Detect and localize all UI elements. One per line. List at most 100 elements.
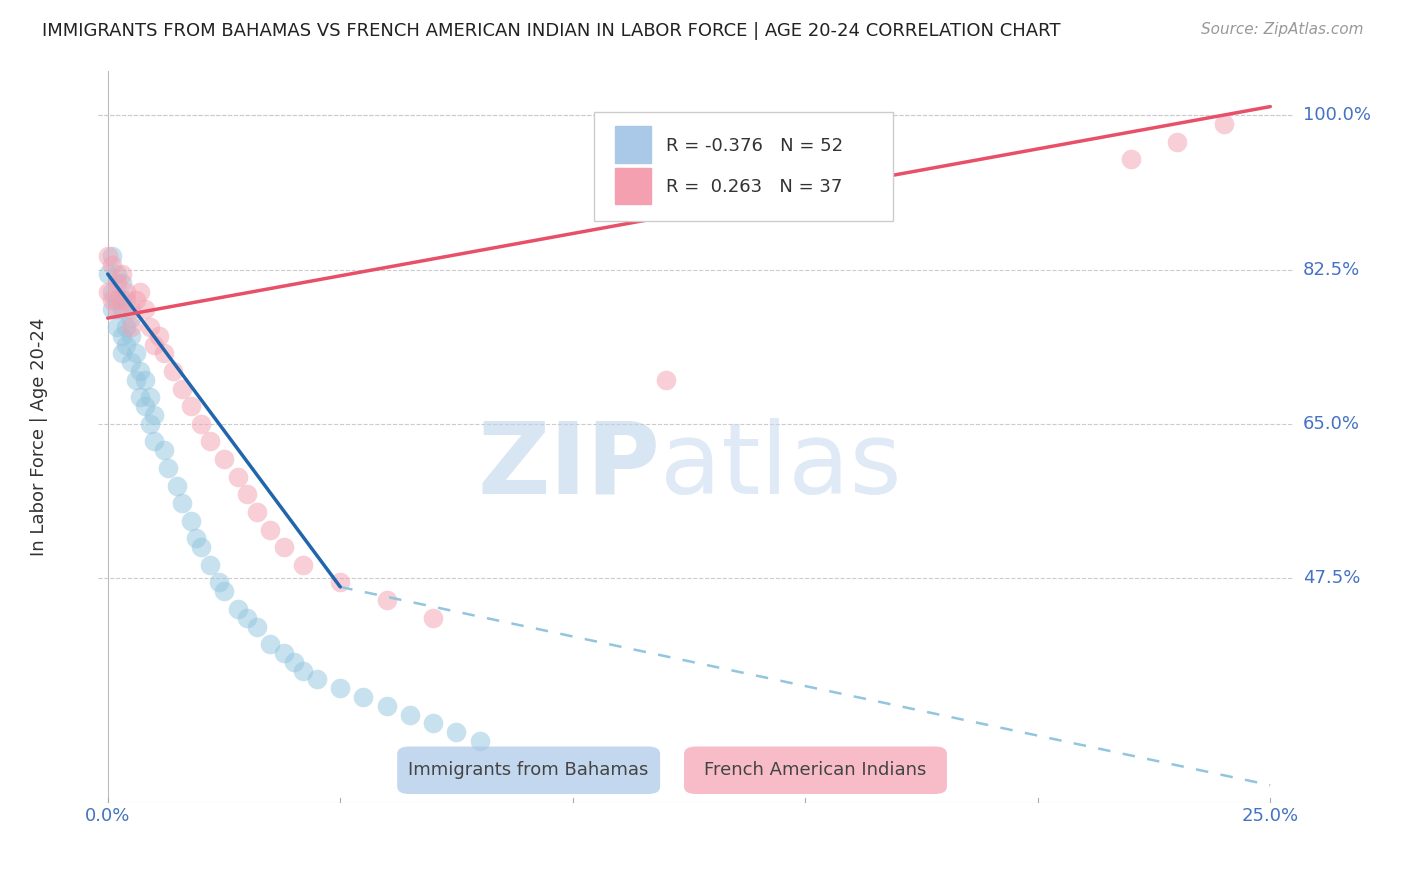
Point (1166, 135, 1188, 149)
Point (375, 593, 398, 607)
Point (115, 337, 138, 351)
Point (184, 532, 207, 546)
Text: IMMIGRANTS FROM BAHAMAS VS FRENCH AMERICAN INDIAN IN LABOR FORCE | AGE 20-24 COR: IMMIGRANTS FROM BAHAMAS VS FRENCH AMERIC… (42, 22, 1060, 40)
Text: Source: ZipAtlas.com: Source: ZipAtlas.com (1201, 22, 1364, 37)
Point (468, 734, 491, 748)
Point (120, 328, 142, 343)
Point (105, 276, 128, 290)
Text: French American Indians: French American Indians (704, 761, 927, 779)
Point (172, 496, 194, 510)
Point (111, 346, 134, 360)
Point (143, 434, 166, 449)
Point (143, 337, 166, 351)
Point (245, 619, 267, 633)
Text: ZIP: ZIP (477, 417, 661, 515)
FancyBboxPatch shape (398, 747, 661, 794)
Point (143, 408, 166, 422)
Point (120, 355, 142, 369)
Point (283, 655, 305, 669)
Point (655, 373, 678, 387)
Point (111, 302, 134, 317)
Point (329, 575, 352, 590)
Point (115, 293, 138, 308)
Point (292, 664, 315, 678)
Point (97, 267, 120, 281)
Bar (614, 168, 651, 204)
Point (138, 320, 160, 334)
Text: R =  0.263   N = 37: R = 0.263 N = 37 (666, 178, 842, 196)
Point (245, 505, 267, 519)
Point (190, 417, 212, 431)
Point (115, 320, 138, 334)
Point (120, 311, 142, 326)
Text: 25.0%: 25.0% (1241, 807, 1299, 825)
Point (152, 346, 174, 360)
Point (1212, 117, 1234, 131)
Point (198, 434, 221, 449)
Point (180, 514, 202, 528)
Point (101, 249, 124, 263)
Point (273, 646, 295, 660)
Text: 82.5%: 82.5% (1303, 260, 1360, 278)
Point (157, 461, 180, 475)
Point (134, 373, 156, 387)
Text: 100.0%: 100.0% (1303, 106, 1371, 124)
Point (101, 285, 124, 299)
Point (273, 540, 295, 554)
Text: Immigrants from Bahamas: Immigrants from Bahamas (409, 761, 648, 779)
Point (375, 698, 398, 713)
Point (422, 611, 444, 625)
Point (259, 637, 281, 651)
Text: R = -0.376   N = 52: R = -0.376 N = 52 (666, 137, 844, 155)
Text: 65.0%: 65.0% (1303, 415, 1360, 433)
FancyBboxPatch shape (685, 747, 948, 794)
Point (111, 293, 134, 308)
Point (212, 584, 235, 599)
Point (111, 328, 134, 343)
Point (208, 575, 231, 590)
Point (105, 320, 128, 334)
Text: atlas: atlas (661, 417, 901, 515)
Point (129, 285, 152, 299)
Point (134, 302, 156, 317)
Point (105, 293, 128, 308)
Point (292, 558, 315, 572)
Point (101, 258, 124, 272)
Point (124, 293, 146, 308)
Point (399, 707, 422, 722)
Point (138, 417, 160, 431)
Point (172, 382, 194, 396)
Point (105, 302, 128, 317)
Point (152, 443, 174, 458)
Point (129, 364, 152, 378)
Point (236, 487, 259, 501)
Point (329, 681, 352, 696)
Point (446, 725, 468, 739)
Point (353, 690, 375, 704)
Bar (614, 127, 651, 163)
Point (212, 452, 235, 467)
Point (236, 611, 259, 625)
Point (138, 391, 160, 405)
Point (120, 302, 142, 317)
Point (124, 346, 146, 360)
Text: 47.5%: 47.5% (1303, 569, 1360, 587)
Point (180, 399, 202, 413)
Point (115, 285, 138, 299)
Point (162, 364, 184, 378)
Point (120, 320, 142, 334)
Point (259, 523, 281, 537)
Point (166, 478, 188, 492)
Point (124, 373, 146, 387)
Point (134, 399, 156, 413)
Point (97, 285, 120, 299)
Point (148, 328, 170, 343)
Point (1119, 153, 1142, 167)
Point (101, 302, 124, 317)
Point (111, 267, 134, 281)
Point (129, 391, 152, 405)
Point (305, 673, 328, 687)
Point (226, 602, 249, 616)
Point (190, 540, 212, 554)
Point (422, 716, 444, 731)
